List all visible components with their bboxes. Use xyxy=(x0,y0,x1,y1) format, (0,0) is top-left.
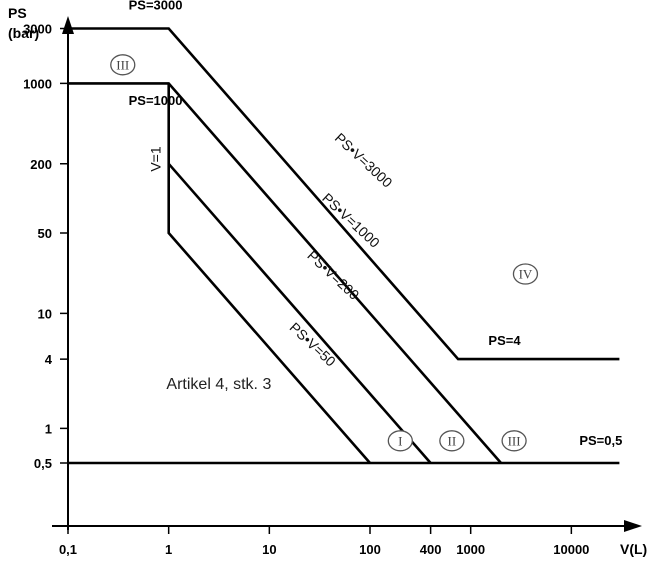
x-tick-label: 400 xyxy=(420,542,442,557)
x-tick-label: 1000 xyxy=(456,542,485,557)
line-value-label: PS=1000 xyxy=(129,93,183,108)
y-axis-arrow-icon xyxy=(62,16,74,34)
x-axis-title: V(L) xyxy=(620,541,647,557)
y-tick-label: 1000 xyxy=(23,76,52,91)
y-tick-label: 50 xyxy=(38,226,52,241)
x-tick-label: 10000 xyxy=(553,542,589,557)
ps-v-line-label: PS•V=200 xyxy=(304,247,362,303)
category-label: IV xyxy=(519,267,533,282)
boundary-line xyxy=(167,162,432,464)
ticks: 0,1 1 10 100 400 1000 10000 0,5 1 4 10 50 200 1000 300… xyxy=(23,22,589,557)
boundary-line xyxy=(68,82,502,464)
y-axis-unit: (bar) xyxy=(8,25,39,41)
category-label: II xyxy=(448,433,457,448)
x-tick-label: 1 xyxy=(165,542,172,557)
y-tick-label: 4 xyxy=(45,352,53,367)
axes: PS (bar) V(L) xyxy=(8,5,647,557)
volume-line-label: V=1 xyxy=(148,146,164,172)
category-circle xyxy=(439,430,465,452)
category-circle xyxy=(501,430,527,452)
boundary-line xyxy=(167,83,371,464)
x-tick-label: 100 xyxy=(359,542,381,557)
line-value-label: PS=3000 xyxy=(129,0,183,12)
y-axis-title: PS xyxy=(8,5,27,21)
article-note: Artikel 4, stk. 3 xyxy=(166,376,271,393)
line-value-label: PS=4 xyxy=(488,333,521,348)
x-tick-label: 10 xyxy=(262,542,276,557)
category-label: III xyxy=(116,57,129,72)
x-tick-label: 0,1 xyxy=(59,542,77,557)
ps-v-line-label: PS•V=1000 xyxy=(319,190,383,251)
y-tick-label: 0,5 xyxy=(34,456,52,471)
boundary-line xyxy=(68,27,620,361)
category-label: III xyxy=(508,433,521,448)
y-tick-label: 3000 xyxy=(23,22,52,37)
x-axis-arrow-icon xyxy=(624,520,642,532)
series-lines xyxy=(68,27,620,465)
line-value-label: PS=0,5 xyxy=(579,433,622,448)
y-tick-label: 1 xyxy=(45,421,52,436)
ps-v-line-label: PS•V=3000 xyxy=(332,130,396,191)
y-tick-label: 10 xyxy=(38,306,52,321)
category-circle xyxy=(512,263,539,285)
category-circle xyxy=(387,430,413,452)
category-markers: IVIIIIVIIIIII xyxy=(110,54,539,452)
y-tick-label: 200 xyxy=(30,157,52,172)
category-label: I xyxy=(398,433,402,448)
category-circle xyxy=(110,54,136,76)
